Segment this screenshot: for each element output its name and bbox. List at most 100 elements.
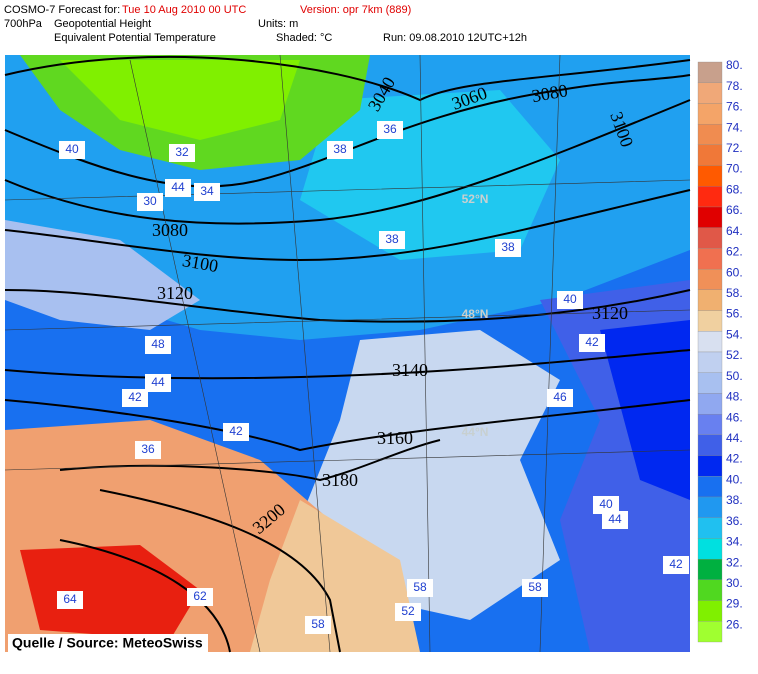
value-label: 52 [401,604,415,618]
value-label: 48 [151,337,165,351]
value-label: 64 [63,592,77,606]
colorbar-label: 46. [726,410,743,424]
colorbar-box [697,372,723,394]
colorbar-label: 56. [726,307,743,321]
value-label: 44 [608,512,622,526]
colorbar-box [697,103,723,125]
contour-label: 3080 [152,220,188,240]
source: Quelle / Source: MeteoSwiss [12,635,203,651]
value-label-box [557,291,583,309]
value-label-box [377,121,403,139]
colorbar-label: 58. [726,286,743,300]
colorbar-box [697,579,723,601]
colorbar-label: 40. [726,472,743,486]
value-label: 42 [669,557,683,571]
value-label-box [305,616,331,634]
colorbar-label: 34. [726,535,743,549]
value-label-box [522,579,548,597]
shaded: Shaded: °C [276,32,332,44]
value-label: 38 [385,232,399,246]
value-label-box [327,141,353,159]
colorbar-box [697,558,723,581]
colorbar-box [697,82,723,104]
colorbar-label: 64. [726,224,743,238]
level: 700hPa [4,18,43,30]
value-label: 58 [413,580,427,594]
value-label: 44 [171,180,185,194]
value-label-box [137,193,163,211]
colorbar-label: 60. [726,265,743,279]
value-label: 38 [501,240,515,254]
colorbar-box [697,517,723,539]
value-label-box [187,588,213,606]
colorbar-label: 52. [726,348,743,362]
value-label: 38 [333,142,347,156]
value-label-box [223,423,249,441]
contour-label: 3140 [392,360,428,380]
value-label-box [593,496,619,514]
colorbar-label: 36. [726,514,743,528]
colorbar-label: 29. [726,597,743,611]
contour-label: 3120 [157,283,193,303]
value-label: 30 [143,194,157,208]
model: COSMO-7 Forecast for: [4,4,120,16]
latitude-label: 48°N [462,307,489,321]
value-label: 34 [200,184,214,198]
value-label-box [194,183,220,201]
colorbar-label: 50. [726,369,743,383]
value-label-box [395,603,421,621]
colorbar-box [697,227,723,249]
colorbar-box [697,289,723,311]
value-label-box [407,579,433,597]
source-box [8,634,208,652]
colorbar-label: 74. [726,120,743,134]
value-label: 58 [528,580,542,594]
contour-label: 3160 [377,428,413,448]
value-label-box [547,389,573,407]
colorbar-box [697,165,723,187]
field1: Geopotential Height [54,18,151,30]
colorbar-box [697,186,723,208]
field2: Equivalent Potential Temperature [54,32,216,44]
colorbar-box [697,123,723,146]
colorbar-box [697,310,723,332]
colorbar-label: 62. [726,245,743,259]
colorbar-box [697,538,723,560]
value-label: 58 [311,617,325,631]
value-label-box [602,511,628,529]
value-label-box [165,179,191,197]
contour-label: 3180 [322,470,358,490]
colorbar-label: 78. [726,79,743,93]
value-label-box [579,334,605,352]
value-label-box [145,336,171,354]
colorbar: 80. 78. 76. 74. 72. 70. 68. 66. 64. 62. 60. 58. 56. 5… [697,58,743,643]
value-label: 42 [128,390,142,404]
colorbar-label: 70. [726,162,743,176]
colorbar-box [697,413,723,436]
value-label-box [57,591,83,609]
value-label-box [169,144,195,162]
colorbar-label: 66. [726,203,743,217]
colorbar-box [697,455,723,477]
value-label: 40 [65,142,79,156]
value-label-box [663,556,689,574]
value-label: 32 [175,145,189,159]
colorbar-box [697,393,723,415]
units: Units: m [258,18,298,30]
value-label-box [379,231,405,249]
contour-label: 3120 [592,303,628,323]
value-label-box [495,239,521,257]
colorbar-box [697,268,723,291]
colorbar-label: 42. [726,452,743,466]
value-label: 42 [229,424,243,438]
valid-time: Tue 10 Aug 2010 00 UTC [122,4,246,16]
colorbar-label: 38. [726,493,743,507]
colorbar-label: 32. [726,555,743,569]
colorbar-label: 80. [726,58,743,72]
value-label: 62 [193,589,207,603]
value-label: 46 [553,390,567,404]
value-label: 40 [599,497,613,511]
colorbar-box [697,600,723,622]
value-label: 36 [141,442,155,456]
